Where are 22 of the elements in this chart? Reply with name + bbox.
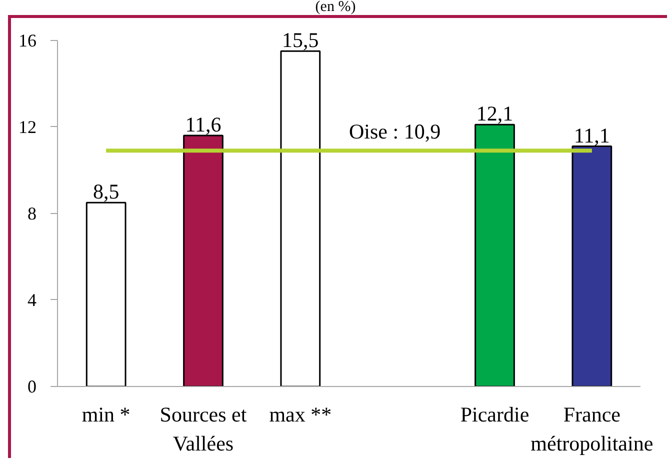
x-tick-label: max **	[269, 402, 332, 426]
bar	[280, 50, 321, 386]
y-tick-label: 8	[28, 203, 36, 224]
bar	[86, 202, 126, 386]
y-tick-label: 0	[28, 376, 36, 396]
x-tick-label: Picardie	[460, 402, 530, 426]
data-label: 11,6	[185, 112, 222, 136]
chart-title: (en %)	[315, 0, 356, 15]
ref-line-label: Oise : 10,9	[349, 120, 441, 144]
y-tick-label: 16	[18, 30, 36, 50]
data-label: 11,1	[574, 123, 610, 148]
bar	[183, 134, 224, 386]
y-tick-label: 4	[28, 290, 36, 310]
data-label: 15,5	[282, 28, 319, 52]
data-label: 8,5	[92, 180, 120, 204]
x-tick-label: min *	[82, 402, 130, 426]
y-tick-label: 12	[18, 116, 36, 137]
data-label: 12,1	[476, 102, 514, 126]
x-tick-label: Sources et Vallées	[160, 402, 247, 456]
bar	[474, 124, 515, 386]
bar	[572, 146, 612, 386]
x-tick-label: France métropolitaine	[530, 402, 654, 456]
